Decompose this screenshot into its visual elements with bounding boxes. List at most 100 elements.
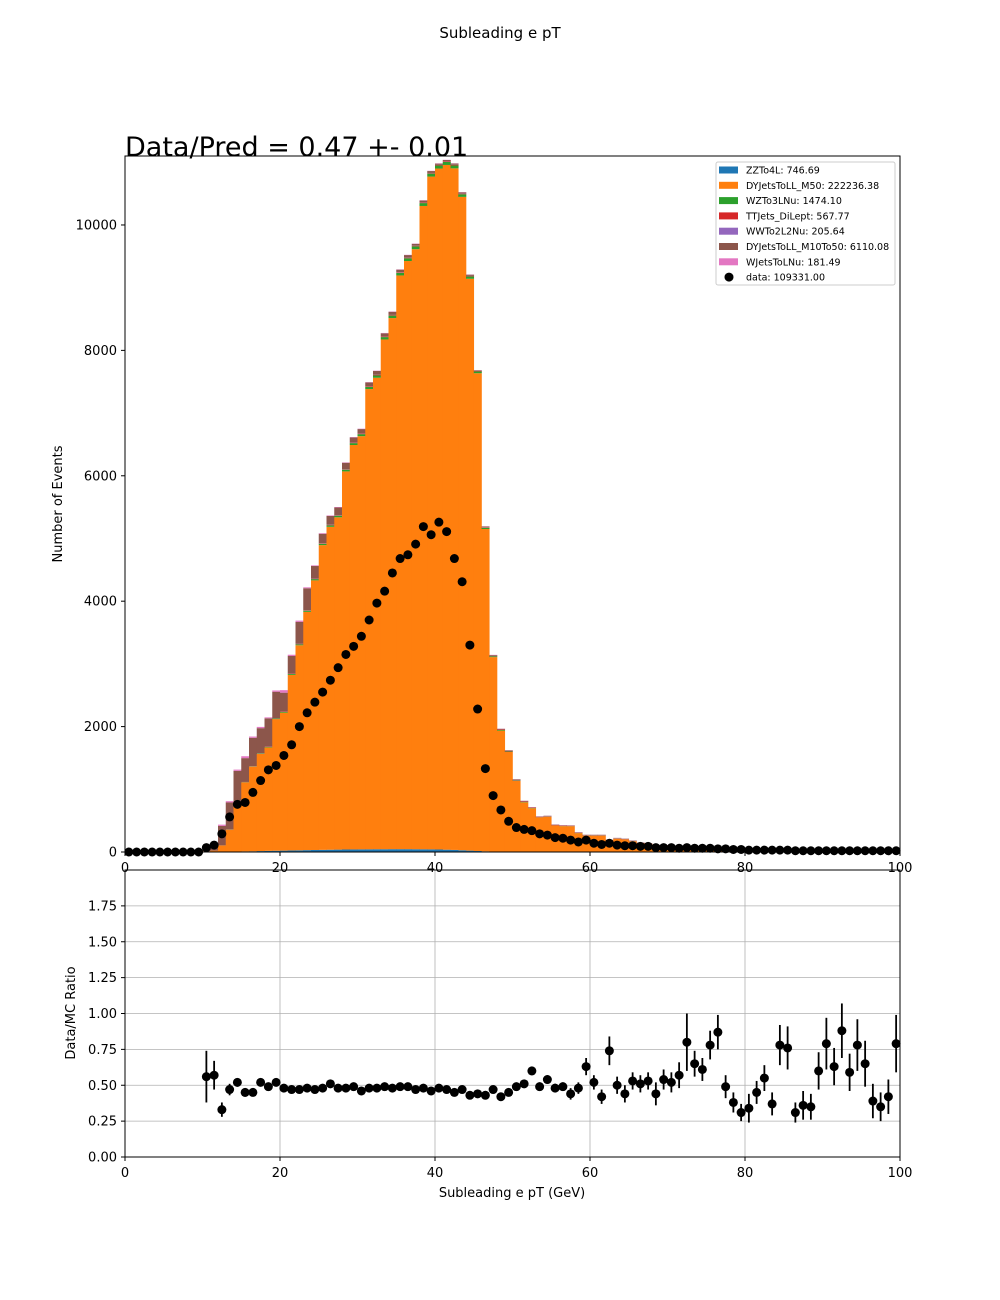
- ratio-point: [821, 1039, 831, 1049]
- legend: ZZTo4L: 746.69 DYJetsToLL_M50: 222236.38 W…: [715, 161, 896, 286]
- data-point: [418, 522, 428, 532]
- bar-DYJetsToLL_M10To50: [264, 718, 273, 747]
- ratio-point: [209, 1070, 219, 1080]
- data-point: [581, 835, 591, 845]
- ratio-point: [387, 1083, 397, 1093]
- data-point: [651, 843, 661, 853]
- data-point: [442, 527, 452, 537]
- x-tick-label: 80: [737, 1166, 754, 1181]
- main-axes-frame: [124, 155, 901, 853]
- bar-WZTo3LNu: [272, 718, 281, 720]
- ratio-point: [659, 1075, 669, 1085]
- ratio-point: [705, 1040, 715, 1050]
- ratio-point: [263, 1082, 273, 1092]
- ratio-point: [558, 1082, 568, 1092]
- ratio-point: [364, 1083, 374, 1093]
- data-point: [325, 675, 335, 685]
- data-point: [845, 846, 855, 856]
- data-point: [798, 846, 808, 856]
- ratio-point: [356, 1086, 366, 1096]
- ratio-point: [612, 1080, 622, 1090]
- y-tick-label: 1.25: [88, 971, 117, 986]
- bar-WJetsToLNu: [287, 654, 296, 656]
- ratio-point: [697, 1064, 707, 1074]
- ratio-point: [442, 1085, 452, 1095]
- bar-DYJetsToLL_M10To50: [473, 370, 482, 371]
- data-point: [542, 830, 552, 840]
- data-point: [744, 845, 754, 855]
- bar-DYJetsToLL_M50: [450, 168, 459, 850]
- bar-WZTo3LNu: [326, 525, 335, 527]
- data-point: [465, 640, 475, 650]
- legend-swatch: [719, 212, 738, 220]
- x-tick-label: 60: [582, 1166, 599, 1181]
- bar-WZTo3LNu: [334, 515, 343, 518]
- x-tick-label: 20: [272, 1166, 289, 1181]
- data-point: [612, 840, 622, 850]
- data-point: [705, 843, 715, 853]
- data-point: [674, 843, 684, 853]
- ratio-point: [721, 1082, 731, 1092]
- data-point: [356, 631, 366, 641]
- bar-DYJetsToLL_M50: [256, 753, 265, 852]
- bar-WZTo3LNu: [442, 161, 451, 165]
- bar-DYJetsToLL_M10To50: [241, 758, 250, 782]
- ratio-point: [643, 1076, 653, 1086]
- bar-WJetsToLNu: [295, 620, 304, 622]
- data-point: [473, 704, 483, 714]
- bar-WZTo3LNu: [280, 711, 289, 713]
- ratio-point: [651, 1089, 661, 1099]
- ratio-point: [682, 1037, 692, 1047]
- bar-ZZTo4L: [450, 849, 459, 852]
- ratio-point: [690, 1059, 700, 1069]
- ratio-point: [527, 1066, 537, 1076]
- figure-title: Subleading e pT: [439, 24, 561, 42]
- bar-ZZTo4L: [419, 849, 428, 852]
- legend-label: data: 109331.00: [746, 273, 825, 284]
- bar-WJetsToLNu: [303, 587, 312, 589]
- bar-DYJetsToLL_M10To50: [311, 566, 320, 579]
- bar-DYJetsToLL_M10To50: [481, 526, 490, 528]
- ratio-point: [473, 1089, 483, 1099]
- bar-DYJetsToLL_M50: [373, 377, 382, 850]
- bar-DYJetsToLL_M50: [473, 373, 482, 851]
- bar-WZTo3LNu: [342, 469, 351, 472]
- bar-TTJets_DiLept: [427, 173, 436, 174]
- bar-WZTo3LNu: [419, 203, 428, 206]
- bar-WZTo3LNu: [481, 527, 490, 530]
- bar-DYJetsToLL_M10To50: [458, 192, 467, 194]
- bar-WJetsToLNu: [334, 507, 343, 508]
- data-point: [852, 846, 862, 856]
- bar-WZTo3LNu: [287, 673, 296, 675]
- data-point: [620, 841, 630, 851]
- data-point: [728, 844, 738, 854]
- ratio-point: [449, 1087, 459, 1097]
- data-point: [395, 554, 405, 564]
- data-point: [697, 843, 707, 853]
- bar-ZZTo4L: [334, 849, 343, 852]
- y-tick-label: 1.75: [88, 899, 117, 914]
- ratio-point: [581, 1062, 591, 1072]
- legend-swatch: [719, 243, 738, 250]
- ratio-point: [713, 1027, 723, 1037]
- data-point: [752, 845, 762, 855]
- y-tick-label: 0.25: [88, 1115, 117, 1130]
- x-tick-label: 40: [427, 1166, 444, 1181]
- ratio-point: [403, 1082, 413, 1092]
- bar-DYJetsToLL_M50: [435, 168, 444, 850]
- ratio-points: [201, 1003, 901, 1123]
- data-point: [783, 845, 793, 855]
- ratio-point: [744, 1103, 754, 1113]
- bar-DYJetsToLL_M10To50: [233, 770, 242, 801]
- ratio-point: [876, 1102, 886, 1112]
- data-point: [666, 843, 676, 853]
- bar-ZZTo4L: [357, 849, 366, 852]
- ratio-point: [589, 1077, 599, 1087]
- legend-label: TTJets_DiLept: 567.77: [745, 211, 850, 222]
- bar-DYJetsToLL_M50: [466, 278, 475, 851]
- bar-WZTo3LNu: [450, 165, 459, 169]
- ratio-point: [752, 1087, 762, 1097]
- data-point: [232, 799, 242, 809]
- data-point: [829, 846, 839, 856]
